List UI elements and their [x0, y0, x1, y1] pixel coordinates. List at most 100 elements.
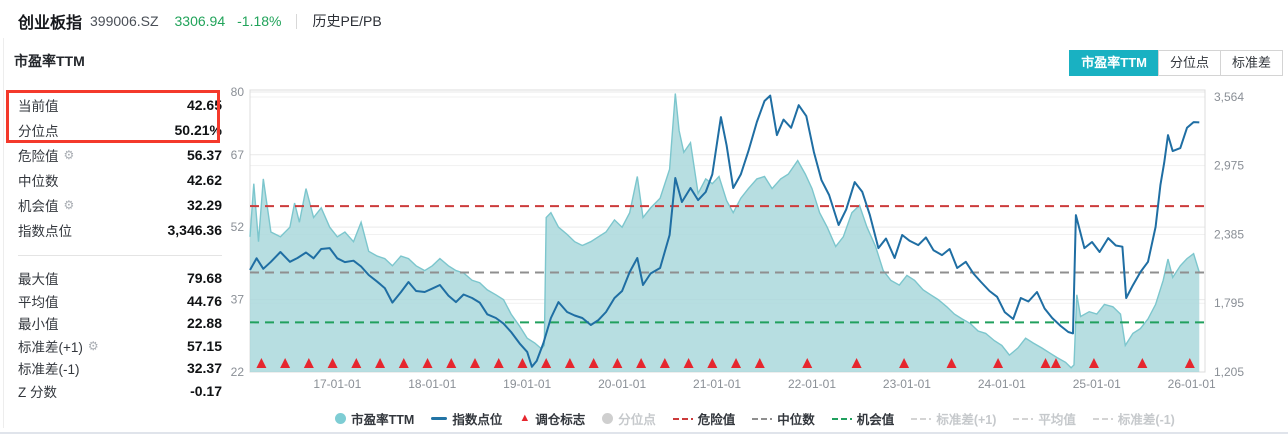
- stat-label: 中位数: [18, 173, 59, 189]
- svg-text:20-01-01: 20-01-01: [598, 377, 646, 391]
- stat-row: 危险值 ⚙ 56.37: [18, 142, 222, 167]
- axis-labels: 22 37 52 67 80 1,205 1,795 2,385 2,975 3,564 17-01…: [231, 85, 1245, 391]
- svg-text:18-01-01: 18-01-01: [408, 377, 456, 391]
- stat-label: 最大值: [18, 272, 59, 288]
- legend-label: 调仓标志: [535, 413, 586, 427]
- metric-tabs: 市盈率TTM 分位点 标准差: [1069, 50, 1283, 76]
- svg-text:22: 22: [231, 365, 245, 379]
- index-code: 399006.SZ: [90, 13, 159, 29]
- legend-label: 平均值: [1038, 413, 1076, 427]
- stat-label: 危险值: [18, 148, 59, 164]
- svg-text:2,385: 2,385: [1214, 227, 1244, 241]
- circle-marker-icon: [335, 413, 347, 424]
- stat-row: 中位数 42.62: [18, 167, 222, 192]
- stat-row: 最大值 79.68: [18, 267, 222, 290]
- stat-value: 44.76: [186, 292, 222, 309]
- stat-label: 最小值: [18, 317, 59, 333]
- dash-marker-icon: [911, 417, 932, 420]
- gear-icon[interactable]: ⚙: [87, 338, 99, 353]
- legend-label: 标准差(-1): [1117, 413, 1175, 427]
- dash-marker-icon: [752, 417, 773, 420]
- pe-index-chart[interactable]: 22 37 52 67 80 1,205 1,795 2,385 2,975 3,564 17-01…: [222, 85, 1288, 400]
- svg-text:2,975: 2,975: [1214, 159, 1244, 173]
- svg-text:17-01-01: 17-01-01: [313, 377, 361, 391]
- stat-row: 最小值 22.88: [18, 312, 222, 335]
- stat-value: 3,346.36: [167, 221, 223, 238]
- legend-item[interactable]: 机会值: [831, 409, 895, 428]
- stat-label: 平均值: [18, 294, 59, 310]
- svg-text:23-01-01: 23-01-01: [883, 377, 931, 391]
- gear-icon[interactable]: ⚙: [63, 147, 75, 162]
- svg-text:25-01-01: 25-01-01: [1073, 377, 1121, 391]
- stat-label: Z 分数: [18, 384, 57, 400]
- dash-marker-icon: [1092, 417, 1113, 420]
- svg-text:19-01-01: 19-01-01: [503, 377, 551, 391]
- rebalance-triangles: [256, 358, 1195, 368]
- stat-row: Z 分数 -0.17: [18, 380, 222, 403]
- legend-item[interactable]: 标准差(+1): [911, 409, 996, 428]
- stat-row: 分位点 50.21%: [18, 117, 222, 142]
- pe-area-series: [250, 93, 1200, 372]
- stat-value: 56.37: [186, 146, 222, 163]
- index-change-percent: -1.18%: [237, 13, 282, 29]
- legend-item[interactable]: 危险值: [672, 409, 736, 428]
- stat-value: 79.68: [186, 270, 222, 287]
- circle-marker-icon: [602, 413, 614, 424]
- panel-left-border: [3, 38, 4, 428]
- stat-row: 标准差(-1) 32.37: [18, 357, 222, 380]
- legend-label: 危险值: [697, 413, 736, 427]
- svg-text:80: 80: [231, 85, 245, 99]
- dash-marker-icon: [1013, 417, 1034, 420]
- stats-divider: [18, 255, 222, 256]
- tab-std-dev[interactable]: 标准差: [1219, 50, 1283, 76]
- legend-item[interactable]: 市盈率TTM: [335, 409, 414, 428]
- svg-text:1,205: 1,205: [1214, 365, 1244, 379]
- stat-value: 50.21%: [174, 121, 222, 138]
- gear-icon[interactable]: ⚙: [63, 197, 75, 212]
- legend-label: 中位数: [777, 413, 815, 427]
- index-line-series: [249, 94, 1200, 368]
- stat-row: 标准差(+1) ⚙ 57.15: [18, 335, 222, 358]
- tab-percentile[interactable]: 分位点: [1157, 50, 1221, 76]
- legend-label: 标准差(+1): [936, 413, 997, 427]
- svg-text:26-01-01: 26-01-01: [1168, 377, 1216, 391]
- svg-text:3,564: 3,564: [1214, 90, 1244, 104]
- stat-value: 42.65: [186, 96, 222, 113]
- header-divider: [296, 13, 298, 29]
- stat-value: -0.17: [190, 382, 222, 399]
- index-price: 3306.94: [174, 13, 226, 29]
- legend-label: 机会值: [856, 413, 895, 427]
- stat-label: 指数点位: [18, 223, 72, 239]
- stat-row: 当前值 42.65: [18, 92, 222, 117]
- stat-value: 57.15: [186, 337, 222, 354]
- legend-item[interactable]: 平均值: [1013, 409, 1076, 428]
- legend-label: 分位点: [618, 413, 656, 427]
- stat-label: 当前值: [18, 98, 59, 114]
- stat-row: 平均值 44.76: [18, 290, 222, 313]
- stat-row: 指数点位 3,346.36: [18, 217, 222, 242]
- svg-text:21-01-01: 21-01-01: [693, 377, 741, 391]
- legend-label: 指数点位: [452, 413, 503, 427]
- chart-legend: 市盈率TTM 指数点位 ▲ 调仓标志 分位点 危险值 中位数 机会值 标准差(+1) 平均值 标准差…: [222, 409, 1288, 428]
- svg-text:1,795: 1,795: [1214, 296, 1244, 310]
- svg-text:24-01-01: 24-01-01: [978, 377, 1026, 391]
- stat-value: 22.88: [186, 315, 222, 332]
- svg-text:52: 52: [231, 220, 245, 234]
- stat-value: 42.62: [186, 171, 222, 188]
- legend-label: 市盈率TTM: [351, 413, 415, 427]
- legend-item[interactable]: 标准差(-1): [1092, 409, 1175, 428]
- stat-value: 32.37: [186, 360, 222, 377]
- legend-item[interactable]: 指数点位: [431, 409, 502, 428]
- tab-pe-ttm[interactable]: 市盈率TTM: [1069, 50, 1159, 76]
- stat-value: 32.29: [186, 196, 222, 213]
- line-marker-icon: [431, 417, 448, 420]
- history-pe-pb-link[interactable]: 历史PE/PB: [312, 13, 382, 29]
- legend-item[interactable]: 分位点: [602, 409, 656, 428]
- svg-text:37: 37: [231, 293, 245, 307]
- metric-section-title: 市盈率TTM: [14, 53, 85, 69]
- legend-item[interactable]: ▲ 调仓标志: [519, 409, 585, 428]
- svg-text:67: 67: [231, 148, 245, 162]
- dash-marker-icon: [672, 417, 693, 420]
- stats-panel: 当前值 42.65 分位点 50.21% 危险值 ⚙ 56.37 中位数 42.62 机会值 ⚙ 32…: [18, 92, 222, 402]
- legend-item[interactable]: 中位数: [752, 409, 815, 428]
